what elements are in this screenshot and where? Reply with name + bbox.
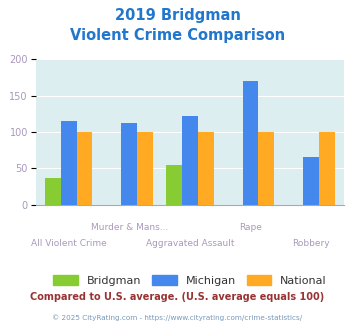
Bar — [242, 81, 258, 205]
Bar — [198, 132, 214, 205]
Text: 2019 Bridgman: 2019 Bridgman — [115, 8, 240, 23]
Legend: Bridgman, Michigan, National: Bridgman, Michigan, National — [50, 271, 330, 289]
Bar — [137, 132, 153, 205]
Bar — [258, 132, 274, 205]
Bar — [319, 132, 335, 205]
Bar — [77, 132, 92, 205]
Text: Robbery: Robbery — [292, 239, 330, 248]
Bar — [61, 121, 77, 205]
Text: Rape: Rape — [239, 223, 262, 232]
Text: Aggravated Assault: Aggravated Assault — [146, 239, 234, 248]
Text: Murder & Mans...: Murder & Mans... — [91, 223, 168, 232]
Bar — [303, 157, 319, 205]
Text: Violent Crime Comparison: Violent Crime Comparison — [70, 28, 285, 43]
Text: © 2025 CityRating.com - https://www.cityrating.com/crime-statistics/: © 2025 CityRating.com - https://www.city… — [53, 314, 302, 321]
Text: Compared to U.S. average. (U.S. average equals 100): Compared to U.S. average. (U.S. average … — [31, 292, 324, 302]
Bar — [166, 165, 182, 205]
Text: All Violent Crime: All Violent Crime — [31, 239, 107, 248]
Bar — [121, 123, 137, 205]
Bar — [45, 178, 61, 205]
Bar — [182, 116, 198, 205]
